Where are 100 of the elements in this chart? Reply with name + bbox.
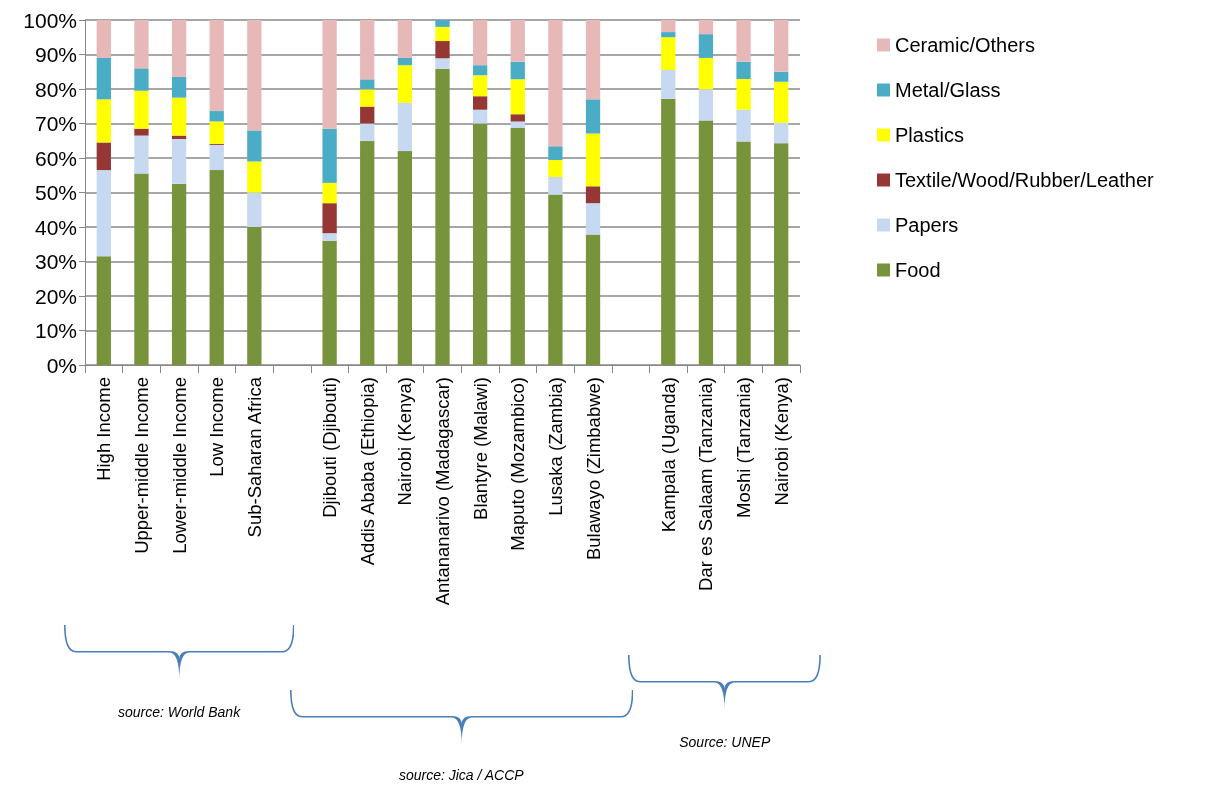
bar bbox=[736, 61, 751, 79]
bar bbox=[435, 68, 450, 365]
bar bbox=[698, 34, 714, 58]
bar bbox=[548, 20, 563, 147]
bar bbox=[585, 99, 601, 134]
bar bbox=[397, 65, 413, 103]
bar bbox=[435, 20, 450, 27]
x-tick-label: Bulawayo (Zimbabwe) bbox=[582, 377, 604, 561]
bar bbox=[397, 20, 413, 58]
bar bbox=[698, 89, 714, 121]
bar bbox=[171, 76, 187, 98]
bar bbox=[322, 182, 337, 204]
bar bbox=[661, 20, 676, 33]
y-tick-label: 20% bbox=[34, 284, 77, 308]
legend-label: Plastics bbox=[895, 124, 964, 146]
x-tick-label: Maputo (Mozambico) bbox=[507, 377, 529, 551]
bar bbox=[661, 37, 676, 71]
bar bbox=[360, 89, 375, 107]
bar bbox=[736, 109, 751, 142]
x-tick-label: Blantyre (Malawi) bbox=[469, 377, 491, 520]
x-tick-label: Nairobi (Kenya) bbox=[770, 377, 792, 506]
bar bbox=[585, 133, 601, 187]
bar bbox=[247, 192, 262, 227]
bar bbox=[322, 128, 337, 183]
bar bbox=[510, 79, 525, 115]
bar bbox=[96, 20, 111, 58]
bar bbox=[96, 142, 111, 171]
bar bbox=[360, 79, 375, 90]
bar bbox=[774, 122, 789, 144]
source-note: Source: UNEP bbox=[679, 734, 771, 750]
bar bbox=[96, 256, 111, 365]
bar bbox=[171, 97, 187, 136]
bar bbox=[736, 79, 751, 110]
bar bbox=[585, 203, 601, 235]
bar bbox=[247, 227, 262, 365]
bar bbox=[472, 109, 488, 124]
bar bbox=[548, 160, 563, 177]
legend-label: Metal/Glass bbox=[895, 79, 1001, 101]
y-tick-label: 80% bbox=[34, 77, 77, 101]
x-tick-label: High Income bbox=[93, 377, 115, 481]
source-note: source: Jica / ACCP bbox=[398, 767, 525, 783]
bar bbox=[510, 127, 525, 365]
y-tick-label: 90% bbox=[34, 43, 77, 66]
x-tick-label: Moshi (Tanzania) bbox=[733, 377, 755, 518]
bar bbox=[510, 61, 525, 80]
bar bbox=[360, 141, 375, 365]
bar bbox=[472, 20, 488, 66]
bar bbox=[510, 20, 525, 62]
bar bbox=[698, 20, 714, 35]
bar bbox=[435, 58, 450, 69]
bar bbox=[397, 151, 413, 365]
x-tick-label: Sub-Saharan Africa bbox=[243, 376, 265, 538]
bar bbox=[661, 70, 676, 99]
bar bbox=[661, 98, 676, 365]
bar bbox=[774, 81, 789, 123]
bar bbox=[322, 233, 337, 241]
bar bbox=[134, 90, 149, 129]
bar bbox=[134, 135, 149, 174]
x-tick-label: Addis Ababa (Ethiopia) bbox=[356, 377, 378, 566]
bar bbox=[134, 68, 149, 91]
legend-label: Papers bbox=[895, 214, 959, 236]
x-tick-label: Upper-middle Income bbox=[130, 377, 152, 554]
bar bbox=[209, 20, 224, 112]
bar bbox=[209, 121, 224, 144]
bar bbox=[247, 20, 262, 131]
y-tick-label: 50% bbox=[34, 181, 77, 204]
bar bbox=[510, 114, 525, 122]
y-tick-label: 100% bbox=[23, 8, 77, 32]
bar bbox=[661, 32, 676, 38]
bar bbox=[774, 71, 789, 82]
x-tick-label: Lower-middle Income bbox=[168, 377, 190, 554]
bar bbox=[134, 20, 149, 69]
legend-label: Textile/Wood/Rubber/Leather bbox=[895, 169, 1155, 191]
bar bbox=[134, 128, 149, 136]
bar bbox=[209, 170, 224, 365]
bar bbox=[322, 203, 337, 234]
bar bbox=[548, 194, 563, 365]
x-tick-label: Kampala (Uganda) bbox=[657, 377, 679, 533]
bar bbox=[171, 20, 187, 77]
bar bbox=[96, 99, 111, 143]
source-note: source: World Bank bbox=[117, 704, 242, 720]
bar bbox=[548, 176, 563, 195]
bar bbox=[397, 57, 413, 66]
bar bbox=[472, 65, 488, 76]
bar bbox=[774, 20, 789, 72]
bar bbox=[472, 75, 488, 97]
bar bbox=[360, 123, 375, 142]
bar bbox=[435, 26, 450, 42]
bar bbox=[585, 20, 601, 100]
bar bbox=[247, 161, 262, 193]
y-tick-label: 0% bbox=[46, 353, 77, 377]
bar bbox=[322, 20, 337, 129]
bar bbox=[96, 57, 111, 100]
bar bbox=[171, 139, 187, 184]
bar bbox=[360, 106, 375, 124]
bar bbox=[472, 123, 488, 365]
x-tick-label: Nairobi (Kenya) bbox=[394, 377, 416, 506]
x-tick-label: Antananarivo (Madagascar) bbox=[432, 377, 453, 606]
legend-label: Ceramic/Others bbox=[895, 34, 1036, 56]
bar bbox=[397, 102, 413, 152]
